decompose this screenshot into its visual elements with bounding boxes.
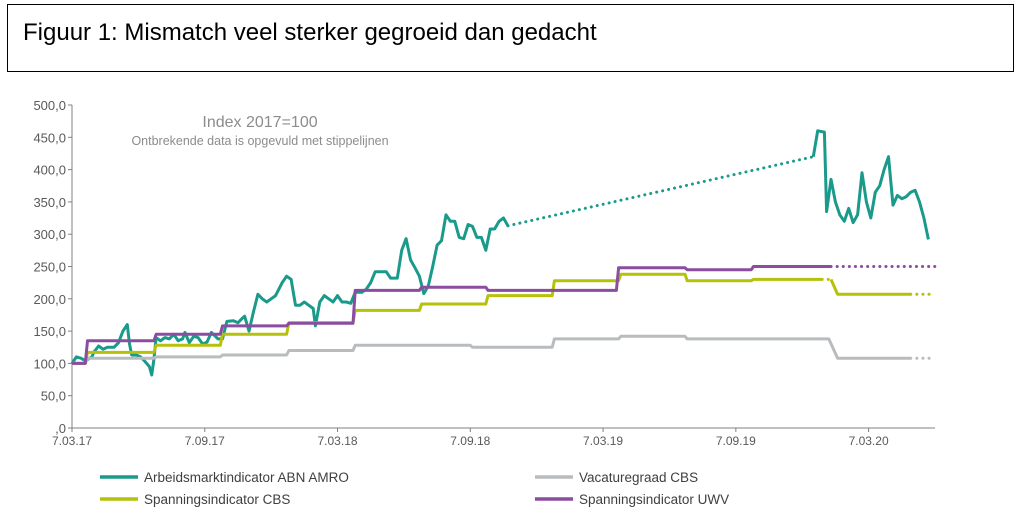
y-axis: 500,0 450,0 400,0 350,0 300,0 250,0 200,0 150,0… [33, 98, 73, 436]
x-tick-label: 7.03.17 [52, 434, 92, 448]
legend-label-spc: Spanningsindicator CBS [144, 492, 290, 507]
y-tick-label: 300,0 [33, 227, 66, 242]
legend-label-vac: Vacaturegraad CBS [579, 470, 698, 485]
series-layer [70, 129, 937, 377]
figure-title: Figuur 1: Mismatch veel sterker gegroeid… [23, 19, 597, 46]
y-tick-label: 50,0 [41, 389, 66, 404]
y-tick-label: ,0 [55, 421, 66, 436]
series-abn-dotted-1 [506, 155, 815, 228]
x-tick-label: 7.09.19 [716, 434, 756, 448]
chart-subtitle: Index 2017=100 [202, 114, 317, 131]
y-tick-label: 150,0 [33, 324, 66, 339]
y-tick-label: 350,0 [33, 195, 66, 210]
y-tick-label: 500,0 [33, 98, 66, 113]
series-vac-solid-0 [72, 334, 911, 365]
y-tick-label: 100,0 [33, 356, 66, 371]
y-tick-label: 450,0 [33, 130, 66, 145]
series-abn-solid-2 [811, 129, 930, 240]
x-tick-label: 7.03.20 [849, 434, 889, 448]
x-tick-label: 7.03.19 [583, 434, 623, 448]
y-tick-label: 200,0 [33, 292, 66, 307]
x-tick-label: 7.09.17 [185, 434, 225, 448]
series-uwv-solid-0 [72, 265, 831, 365]
legend-label-abn: Arbeidsmarktindicator ABN AMRO [144, 470, 349, 485]
series-spc-solid-2 [829, 278, 911, 296]
chart-note: Ontbrekende data is opgevuld met stippel… [131, 134, 388, 148]
y-tick-label: 400,0 [33, 163, 66, 178]
figure-title-box: Figuur 1: Mismatch veel sterker gegroeid… [7, 4, 1014, 72]
x-axis: 7.03.17 7.09.17 7.03.18 7.09.18 7.03.19 7.09.… [52, 427, 935, 448]
chart-legend: Arbeidsmarktindicator ABN AMRO Vacaturegr… [100, 470, 729, 507]
series-spc-solid-0 [72, 272, 823, 365]
legend-label-uwv: Spanningsindicator UWV [579, 492, 729, 507]
x-tick-label: 7.09.18 [450, 434, 490, 448]
y-tick-label: 250,0 [33, 260, 66, 275]
x-tick-label: 7.03.18 [318, 434, 358, 448]
